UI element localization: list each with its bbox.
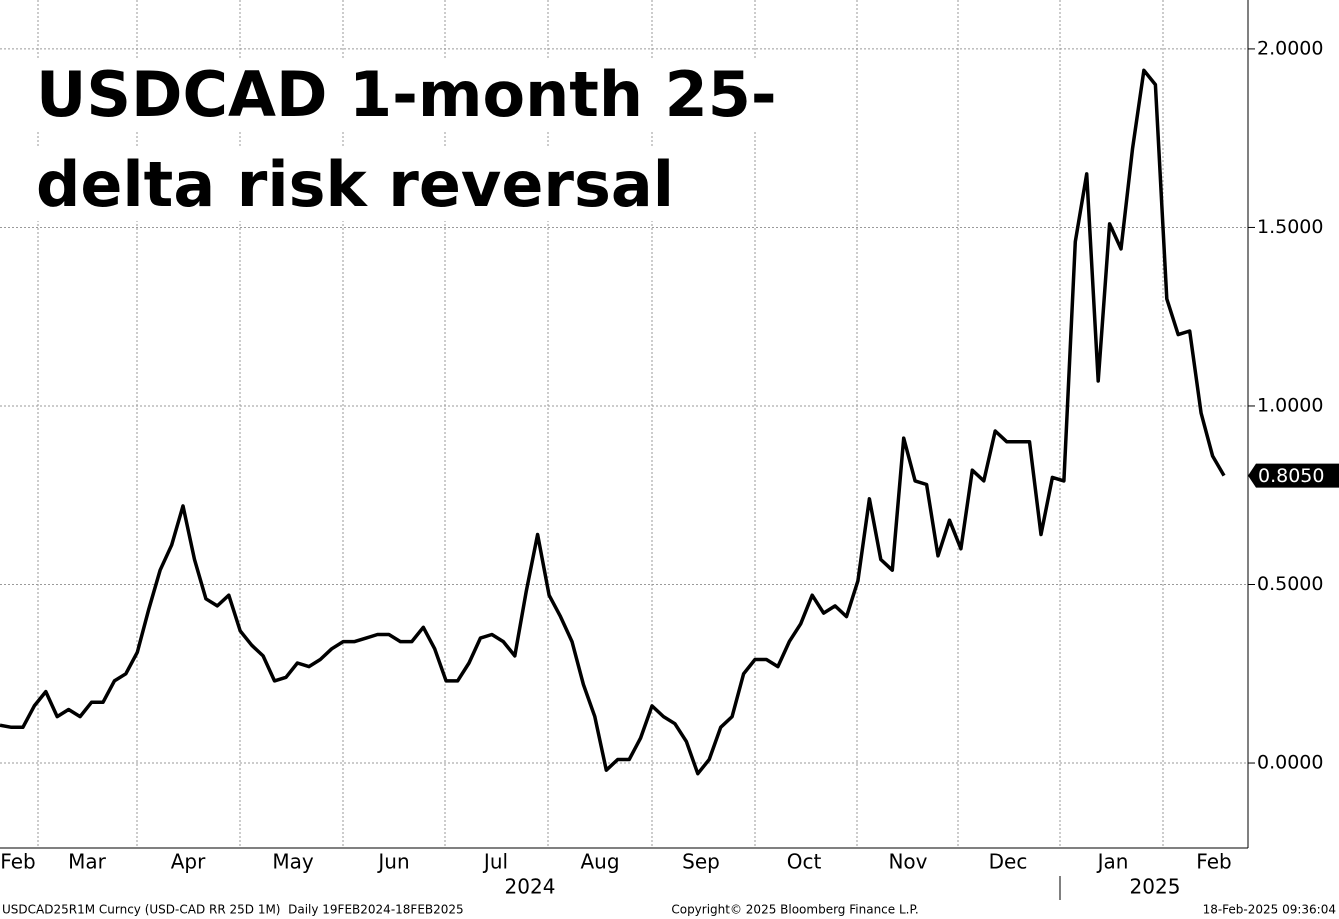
y-tick-label: 2.0000 [1257, 37, 1323, 59]
footer-left: USDCAD25R1M Curncy (USD-CAD RR 25D 1M) D… [2, 903, 464, 917]
footer-right: 18-Feb-2025 09:36:04 [1203, 903, 1336, 917]
y-tick-label: 1.5000 [1257, 216, 1323, 238]
x-tick-label: Jan [1096, 850, 1129, 874]
x-tick-label: Oct [787, 850, 822, 874]
series-line [0, 68, 1226, 776]
chart-title-text: USDCAD 1-month 25-delta risk reversal [36, 58, 777, 221]
x-tick-label: Sep [682, 850, 720, 874]
y-tick-label: 0.0000 [1257, 752, 1323, 774]
x-tick-label: Jun [376, 850, 409, 874]
x-tick-label: Nov [888, 850, 927, 874]
year-label: 2024 [505, 875, 556, 899]
last-value-tag [1248, 463, 1339, 488]
x-tick-label: Jul [482, 850, 508, 874]
year-label: 2025 [1130, 875, 1181, 899]
x-tick-label: Feb [1196, 850, 1231, 874]
x-tick-label: Aug [580, 850, 619, 874]
x-tick-label: Mar [68, 850, 107, 874]
x-tick-label: May [272, 850, 314, 874]
footer-center: Copyright© 2025 Bloomberg Finance L.P. [671, 903, 918, 917]
x-tick-label: Dec [989, 850, 1028, 874]
y-tick-label: 1.0000 [1257, 394, 1323, 416]
x-tick-label: Apr [171, 850, 206, 874]
y-tick-label: 0.5000 [1257, 573, 1323, 595]
x-tick-label: Feb [0, 850, 35, 874]
chart-title: USDCAD 1-month 25-delta risk reversal [36, 50, 936, 230]
last-value-label: 0.8050 [1258, 465, 1324, 487]
